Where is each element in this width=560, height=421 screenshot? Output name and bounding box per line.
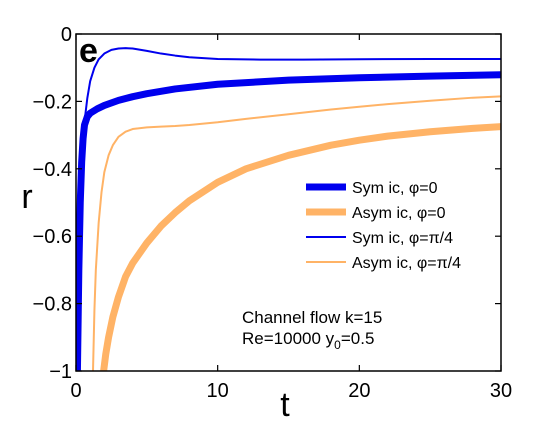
- panel-label: e: [79, 32, 98, 70]
- y-tick-label: 0: [61, 24, 72, 46]
- series-layer: [76, 47, 501, 371]
- y-tick-label: −0.4: [33, 159, 72, 181]
- x-axis-label: t: [280, 386, 290, 421]
- annotation-line-2: Re=10000 y0=0.5: [242, 329, 374, 352]
- y-tick-label: −0.2: [33, 91, 72, 113]
- tick-layer: 0 10 20 30 0 −0.2 −0.4 −0.6 −0.8 −1: [33, 24, 513, 402]
- y-tick-label: −0.6: [33, 226, 72, 248]
- x-tick-label: 20: [348, 380, 370, 402]
- series-line-4: [92, 95, 501, 371]
- series-line-3: [77, 47, 501, 371]
- legend: Sym ic, φ=0 Asym ic, φ=0 Sym ic, φ=π/4 Asym…: [306, 180, 461, 272]
- annotation: Channel flow k=15 Re=10000 y0=0.5: [242, 308, 382, 352]
- legend-label-3: Sym ic, φ=π/4: [352, 230, 453, 247]
- x-tick-label: 30: [490, 380, 512, 402]
- plot-area-frame: [75, 33, 502, 372]
- y-tick-label: −0.8: [33, 294, 72, 316]
- series-line-2: [100, 123, 501, 371]
- x-tick-label: 0: [70, 380, 81, 402]
- legend-label-1: Sym ic, φ=0: [352, 180, 438, 197]
- y-axis-label: r: [21, 178, 32, 216]
- legend-label-4: Asym ic, φ=π/4: [352, 255, 461, 272]
- x-tick-label: 10: [207, 380, 229, 402]
- legend-label-2: Asym ic, φ=0: [352, 205, 446, 222]
- annotation-line-1: Channel flow k=15: [242, 308, 382, 327]
- y-tick-label: −1: [49, 361, 72, 383]
